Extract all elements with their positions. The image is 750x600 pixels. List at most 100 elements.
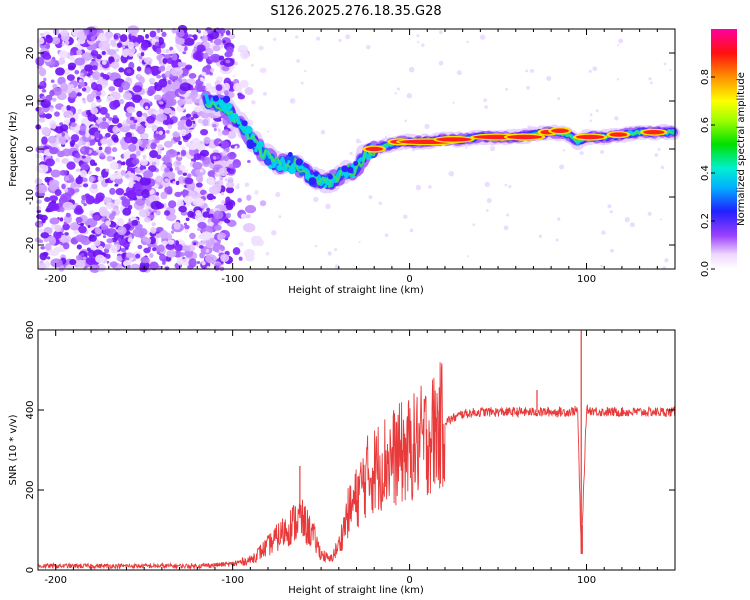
spectrogram-noise-blob [196, 44, 206, 53]
spectrogram-noise-blob [90, 49, 99, 57]
spectrogram-faint-blob [525, 69, 529, 73]
spectrogram-noise-blob [138, 55, 143, 60]
spectrogram-noise-blob [81, 194, 87, 201]
spectrogram-faint-blob [589, 113, 593, 116]
spectrogram-noise-blob [101, 60, 107, 65]
spectrogram-faint-blob [421, 43, 425, 47]
spectrogram-faint-blob [355, 138, 361, 144]
spectrogram-ridge-blob [222, 95, 231, 104]
spectrogram-noise-blob [77, 140, 83, 147]
spectrogram-noise-blob [207, 221, 214, 227]
spectrogram-noise-blob [195, 51, 200, 56]
spectrogram-noise-blob [99, 106, 108, 115]
spectrogram-hotspot [643, 130, 665, 135]
spectrogram-noise-blob [188, 141, 199, 151]
spectrogram-faint-blob [484, 181, 490, 188]
spectrogram-noise-blob [110, 244, 118, 254]
colorbar-tick-label: 0.6 [700, 117, 711, 133]
spectrogram-noise-blob [76, 244, 82, 250]
spectrogram-noise-blob [237, 92, 243, 97]
spectrogram-noise-blob [52, 83, 58, 89]
spectrogram-noise-blob [222, 129, 229, 136]
spectrogram-faint-blob [313, 196, 319, 203]
spectrogram-noise-blob [50, 79, 55, 83]
spectrogram-noise-blob [197, 118, 203, 124]
snr-y-tick-label: 400 [25, 400, 36, 419]
colorbar-gradient [711, 29, 737, 269]
spectrogram-noise-blob [105, 146, 112, 152]
spectrogram-noise-blob [76, 76, 81, 81]
spectrogram-noise-blob [58, 135, 66, 144]
spectrogram-noise-blob [161, 31, 167, 37]
figure-title: S126.2025.276.18.35.G28 [270, 4, 441, 19]
spectrogram-noise-blob [38, 106, 43, 111]
spectrogram-noise-blob [118, 67, 125, 73]
colorbar-tick-label: 0.4 [700, 165, 711, 181]
spectrogram-noise-blob [105, 178, 109, 184]
spectrogram-noise-blob [209, 53, 222, 63]
spectrogram-noise-blob [170, 230, 174, 234]
spectrogram-noise-blob [189, 232, 196, 240]
spectrogram-noise-blob [139, 177, 152, 186]
spectrogram-faint-blob [275, 191, 281, 198]
spectrogram-noise-blob [187, 186, 192, 190]
spectrogram-noise-blob [166, 250, 177, 258]
spectrogram-faint-blob [338, 38, 342, 42]
spectrogram-noise-blob [240, 50, 250, 60]
spectrogram-noise-blob [163, 140, 173, 148]
spectrogram-noise-blob [226, 152, 237, 160]
spectrogram-noise-blob [149, 150, 159, 159]
spectrogram-noise-blob [111, 147, 118, 153]
spectrogram-noise-blob [126, 189, 137, 200]
colorbar-tick-label: 0.0 [700, 261, 711, 277]
spectrogram-noise-blob [217, 130, 223, 137]
spectrogram-noise-blob [194, 53, 203, 60]
spectrogram-noise-blob [97, 175, 104, 182]
spectrogram-noise-blob [163, 107, 172, 114]
spectrogram-noise-blob [140, 256, 150, 264]
spectrogram-noise-blob [36, 37, 45, 45]
spectrogram-noise-blob [157, 81, 163, 87]
spectrogram-noise-blob [60, 82, 69, 92]
spectrogram-noise-blob [155, 113, 168, 122]
spectrogram-faint-blob [484, 105, 488, 109]
spectrogram-faint-blob [235, 185, 240, 190]
spectrogram-noise-blob [159, 254, 167, 262]
spectrogram-noise-blob [208, 185, 221, 195]
colorbar-tick-label: 0.8 [700, 69, 711, 85]
spectrogram-noise-blob [256, 238, 264, 247]
spectrogram-noise-blob [95, 265, 100, 270]
spectrogram-noise-blob [193, 153, 202, 161]
spectrogram-noise-blob [116, 255, 123, 262]
spectrogram-noise-blob [90, 135, 95, 140]
spectrogram-noise-blob [186, 173, 192, 178]
spectrogram-noise-blob [219, 245, 225, 251]
spectrogram-noise-blob [40, 156, 45, 161]
spectrogram-noise-blob [47, 135, 57, 144]
snr-y-label: SNR (10 * v/v) [8, 414, 19, 485]
spectrogram-noise-blob [63, 221, 67, 226]
spectrogram-faint-blob [530, 68, 534, 73]
spectrogram-noise-blob [35, 164, 49, 174]
spectrogram-faint-blob [384, 135, 388, 138]
spectrogram-noise-blob [188, 258, 197, 268]
spectrogram-noise-blob [195, 182, 203, 188]
spectrogram-noise-blob [201, 260, 206, 266]
spectrogram-noise-blob [81, 177, 88, 183]
spectrogram-faint-blob [271, 230, 277, 236]
spectrogram-noise-blob [133, 42, 139, 47]
spectrogram-noise-blob [225, 196, 231, 203]
spectrogram-ridge-blob [295, 158, 304, 166]
spectrogram-noise-blob [76, 49, 83, 56]
spectrogram-noise-blob [164, 167, 170, 173]
spectrogram-noise-blob [151, 124, 159, 133]
spectrogram-ridge-blob [341, 165, 349, 173]
spectrogram-noise-blob [225, 212, 231, 219]
spectrogram-noise-blob [221, 200, 226, 205]
spectrogram-ridge-blob [268, 164, 273, 170]
spectrogram-noise-blob [96, 53, 103, 60]
spectrogram-noise-blob [205, 254, 217, 264]
spectrogram-noise-blob [39, 81, 45, 87]
spectrogram-y-tick-label: -10 [25, 189, 36, 205]
